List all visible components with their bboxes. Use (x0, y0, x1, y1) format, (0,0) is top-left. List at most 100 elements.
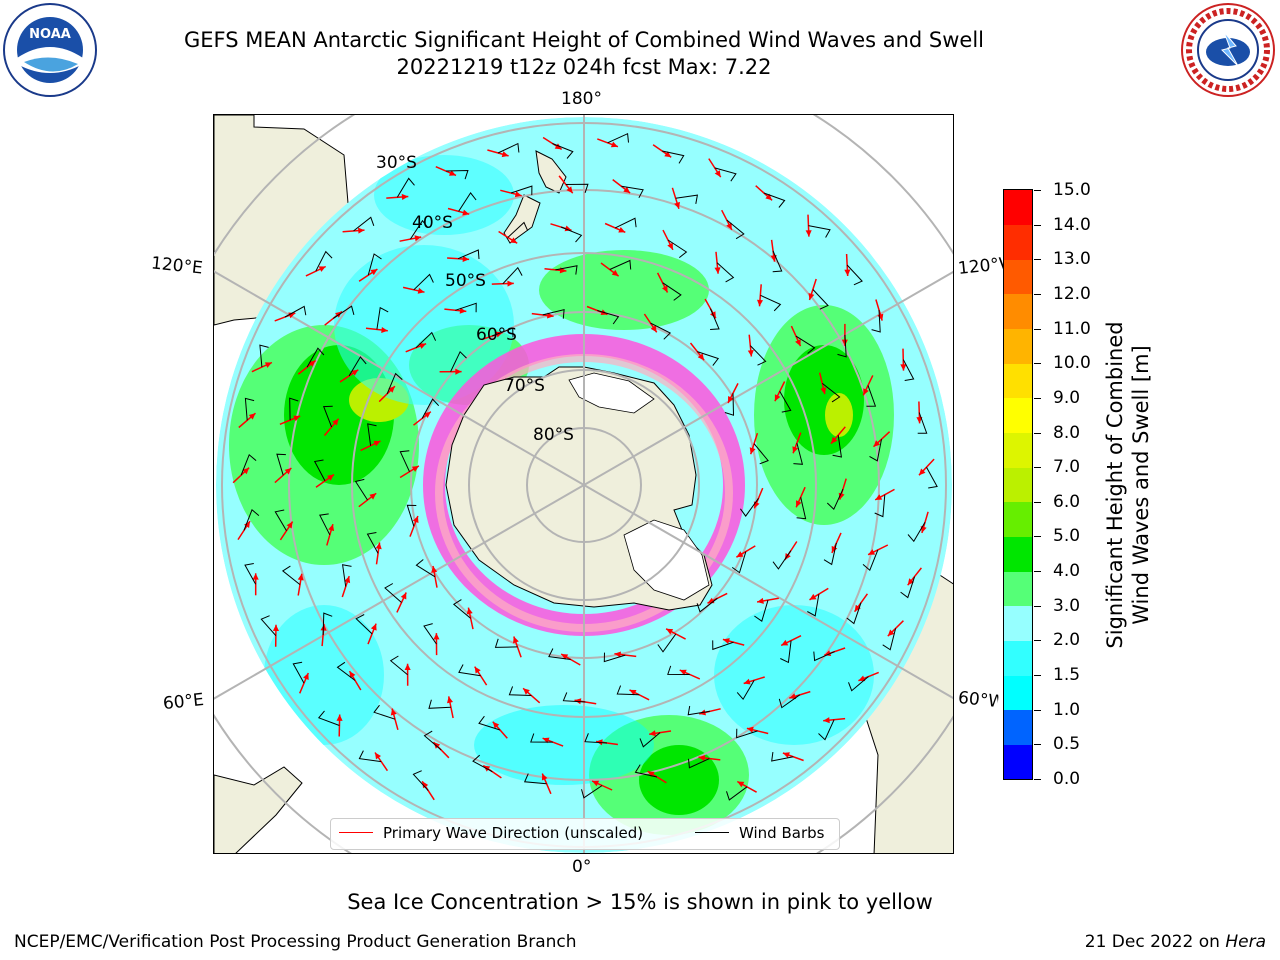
wind-barb (542, 309, 565, 319)
wave-arrow-head (424, 411, 431, 418)
wave-arrow-head (919, 468, 926, 476)
wind-barb (409, 219, 429, 240)
colorbar (1003, 189, 1033, 780)
wave-arrow-head (513, 636, 519, 644)
wind-barb (687, 705, 710, 716)
colorbar-tick (1034, 328, 1041, 330)
wave-arrow-head (336, 714, 343, 721)
wind-barb (472, 754, 493, 773)
lon-label-120e: 120°E (150, 253, 204, 279)
wind-barb (882, 628, 897, 651)
wave-arrow-head (466, 607, 473, 615)
wind-barb (555, 265, 578, 275)
colorbar-tick (1034, 605, 1041, 607)
chart-title: GEFS MEAN Antarctic Significant Height o… (183, 28, 985, 52)
noaa-logo: NOAA (3, 3, 97, 97)
wind-barb (562, 692, 586, 703)
wind-barb (289, 397, 299, 421)
colorbar-segment (1004, 363, 1032, 399)
wave-arrow-head (618, 227, 626, 233)
wave-arrow-head (373, 440, 381, 447)
wave-arrow-head (564, 225, 572, 232)
wind-barb (502, 266, 523, 285)
wind-barb (413, 273, 434, 291)
wave-arrow-head (592, 780, 600, 787)
colorbar-tick-label: 12.0 (1053, 283, 1091, 304)
wind-barb (846, 264, 863, 286)
wave-arrow-head (789, 693, 797, 700)
wind-barb (423, 730, 442, 751)
wave-arrow-head (907, 578, 914, 586)
wave-arrow-head (561, 654, 569, 660)
wave-arrow-head (328, 524, 335, 532)
wave-arrow-head (284, 468, 292, 475)
wind-barb (292, 661, 305, 684)
wave-arrow-head (566, 186, 573, 194)
wind-barb (560, 226, 583, 243)
wind-barb (581, 785, 603, 799)
wind-barb (353, 216, 375, 232)
wind-barb (281, 565, 301, 585)
wave-arrow-head (649, 730, 656, 737)
wave-legend-label: Primary Wave Direction (unscaled) (383, 824, 644, 842)
lat-label-60s: 60°S (476, 325, 517, 345)
wave-arrow-head (370, 269, 378, 276)
lat-label-50s: 50°S (445, 271, 486, 291)
wind-barb (726, 219, 745, 240)
lon-label-60w: 60°W (957, 687, 999, 713)
wave-arrow-head (381, 327, 388, 333)
wind-barb (259, 344, 269, 368)
wind-barb (389, 655, 408, 676)
colorbar-title-line2: Wind Waves and Swell [m] (1129, 345, 1153, 625)
wind-barb (548, 648, 571, 660)
wave-arrow-head (854, 604, 861, 612)
wave-arrow-head (664, 151, 672, 158)
wind-barb (917, 412, 928, 434)
wave-arrow-head (244, 521, 250, 528)
wind-barb (306, 347, 325, 368)
wave-arrow-head (414, 235, 422, 242)
colorbar-tick (1034, 640, 1041, 642)
wave-arrow-head (714, 267, 721, 274)
wind-barb (445, 169, 469, 180)
wind-barb (597, 310, 620, 325)
colorbar-segment (1004, 744, 1032, 780)
wind-barb (376, 306, 389, 330)
wind-legend-label: Wind Barbs (739, 824, 825, 842)
wind-barb (428, 699, 451, 709)
wave-arrow-head (449, 170, 456, 176)
wave-arrow-head (831, 436, 838, 444)
wind-barb (399, 450, 410, 472)
colorbar-segment (1004, 709, 1032, 745)
wave-arrow-head (351, 369, 359, 376)
wind-barb (900, 576, 916, 599)
wind-barb (902, 359, 915, 381)
wave-arrow-head (781, 639, 789, 646)
wave-arrow-head (422, 781, 429, 789)
wave-arrow-head (318, 266, 326, 272)
wave-arrow-head (611, 269, 619, 277)
colorbar-tick-label: 5.0 (1053, 526, 1081, 547)
wind-barb (763, 192, 786, 208)
wind-barb (667, 665, 690, 675)
wind-barb (866, 385, 877, 407)
wave-arrow-head (714, 170, 721, 178)
wave-arrow-head (327, 474, 334, 481)
wave-arrow-head (492, 721, 500, 729)
colorbar-tick-label: 9.0 (1053, 387, 1081, 408)
wave-arrow-head (784, 553, 791, 560)
colorbar-tick (1034, 675, 1041, 677)
wind-barb (808, 225, 831, 238)
colorbar-tick-label: 2.0 (1053, 630, 1081, 651)
wind-barb (796, 497, 807, 520)
africa-land (214, 766, 303, 853)
colorbar-tick-label: 6.0 (1053, 491, 1081, 512)
wave-arrow-head (547, 312, 554, 319)
wave-arrow-head (411, 465, 419, 472)
colorbar-tick-label: 7.0 (1053, 457, 1081, 478)
wave-arrow-head (722, 638, 730, 644)
wind-barb (373, 704, 396, 720)
wave-arrow-head (795, 339, 801, 347)
wave-arrow-head (774, 394, 781, 402)
wind-barb (657, 633, 677, 653)
